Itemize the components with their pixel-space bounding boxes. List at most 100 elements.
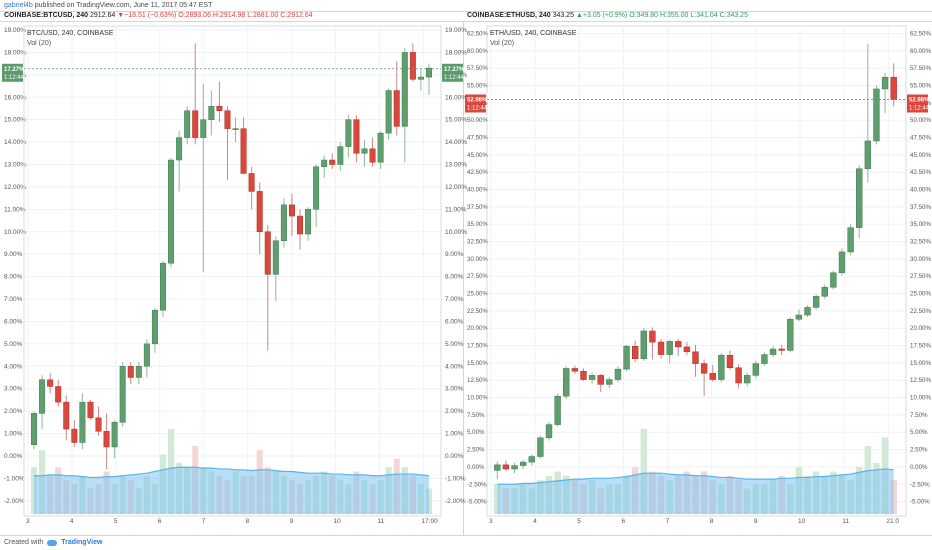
candle-body [718, 355, 725, 380]
candle-body [79, 401, 86, 443]
pane-separator[interactable] [463, 21, 464, 535]
candle-body [216, 105, 223, 111]
left-symbol-header: COINBASE:BTCUSD, 240 2912.64 ▼−18.51 (−0… [4, 12, 313, 19]
candle-body [313, 166, 320, 210]
y-tick-label: 11.00% [4, 206, 26, 213]
y-tick-label: -2.00% [4, 498, 25, 505]
candle-body [377, 132, 384, 163]
candle-body [393, 90, 400, 127]
y-tick-label: 15.00% [467, 360, 488, 367]
x-tick-label: 11 [377, 518, 384, 525]
candle-body [563, 368, 570, 397]
candle-body [256, 191, 263, 233]
created-with: Created with [4, 539, 44, 546]
x-tick-label: 7 [202, 518, 206, 525]
last-price-tag [442, 63, 463, 82]
candle-body [208, 105, 215, 120]
y-tick-label: 57.50% [467, 65, 488, 72]
candle-body [47, 379, 54, 387]
left-last: 2912.64 [89, 12, 116, 19]
author-link[interactable]: gabriel4b [4, 2, 33, 9]
right-symbol-header: COINBASE:ETHUSD, 240 343.25 ▲+3.05 (+0.9… [467, 12, 748, 19]
candle-body [821, 287, 828, 297]
x-tick-label: 8 [246, 518, 250, 525]
left-close: C:2912.64 [280, 12, 313, 19]
y-tick-label: 1.00% [445, 431, 464, 438]
candle-body [385, 90, 392, 134]
eth-chart: 62.50% 62.50%60.00% 60.00%57.50% 57.50%55.0… [465, 25, 931, 525]
candle-body [127, 366, 134, 378]
candle-body [55, 386, 62, 403]
candle-body [184, 110, 191, 138]
y-tick-label: 8.00% [4, 274, 23, 281]
candle-body [838, 251, 846, 273]
tradingview-logo-icon [47, 539, 58, 546]
y-tick-label: 14.00% [445, 139, 467, 146]
y-tick-label: 60.00% [467, 48, 488, 55]
y-tick-label: 47.50% [910, 134, 931, 141]
candle-body [830, 272, 837, 288]
candle-body [176, 137, 183, 161]
y-tick-label: 40.00% [467, 187, 488, 194]
y-tick-label: 45.00% [467, 152, 488, 159]
volume-ma-area [497, 468, 894, 514]
footer: Created with TradingView [4, 539, 102, 546]
x-tick-label: 4 [70, 518, 74, 525]
y-tick-label: 30.00% [467, 256, 488, 263]
y-tick-label: 11.00% [445, 206, 467, 213]
candle-body [95, 417, 102, 432]
candle-body [345, 119, 352, 147]
left-symbol[interactable]: COINBASE:BTCUSD, 240 [4, 12, 89, 19]
candle-body [666, 341, 673, 355]
candle-body [709, 373, 716, 380]
candle-body [537, 437, 544, 457]
y-tick-label: 2.50% [467, 447, 485, 454]
x-tick-label: 7 [666, 518, 670, 525]
candle-body [31, 413, 38, 445]
volume-ma-area [34, 467, 429, 514]
candle-body [511, 465, 518, 470]
tradingview-brand[interactable]: TradingView [61, 539, 103, 546]
candle-body [700, 363, 708, 374]
right-open: O:349.80 [629, 12, 659, 19]
y-tick-label: 0.00% [4, 453, 23, 460]
y-tick-label: 42.50% [467, 169, 488, 176]
last-price-label: 17.27% [444, 67, 465, 73]
right-symbol[interactable]: COINBASE:ETHUSD, 240 [467, 12, 551, 19]
candle-body [554, 395, 561, 425]
candle-body [692, 351, 699, 364]
y-tick-label: 12.50% [910, 377, 931, 384]
x-tick-label: 6 [621, 518, 625, 525]
candle-body [337, 146, 344, 165]
x-tick-label: 5 [114, 518, 118, 525]
y-tick-label: 10.00% [467, 395, 488, 402]
y-tick-label: 6.00% [445, 318, 464, 325]
header-divider-2 [0, 21, 932, 22]
y-tick-label: 50.00% [910, 117, 931, 124]
candle-body [795, 314, 803, 320]
pane-subtitle: Vol (20) [490, 40, 514, 47]
candle-body [881, 76, 889, 90]
y-tick-label: 4.00% [445, 363, 464, 370]
candle-body [401, 52, 408, 127]
x-tick-label: 9 [754, 518, 758, 525]
candle-body [200, 119, 207, 138]
publish-text: published on TradingView.com, June 11, 2… [34, 2, 213, 9]
x-tick-label: 21:0 [886, 518, 899, 525]
y-tick-label: 10.00% [4, 229, 26, 236]
y-tick-label: 0.00% [467, 464, 485, 471]
candle-body [305, 209, 312, 235]
candle-body [675, 341, 682, 348]
y-tick-label: 3.00% [445, 386, 464, 393]
y-tick-label: 7.00% [445, 296, 464, 303]
volume-ma-line [34, 466, 430, 479]
last-price-label: 52.98% [909, 97, 930, 103]
candle-body [159, 262, 166, 311]
pane-title: ETH/USD, 240, COINBASE [490, 30, 577, 37]
candle-body [264, 231, 271, 275]
x-tick-label: 10 [334, 518, 342, 525]
candle-body [151, 309, 158, 345]
y-tick-label: 16.00% [4, 94, 26, 101]
y-tick-label: 10.00% [910, 395, 931, 402]
